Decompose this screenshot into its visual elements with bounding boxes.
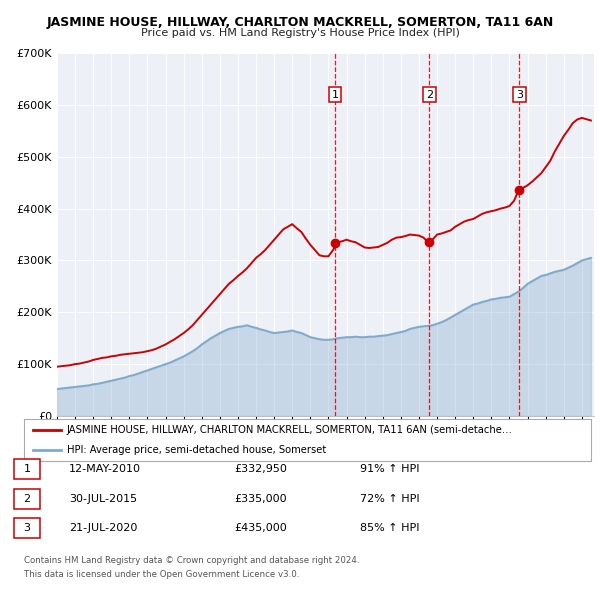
Text: 2: 2 [23,494,31,503]
Text: 3: 3 [516,90,523,100]
Text: 91% ↑ HPI: 91% ↑ HPI [360,464,419,474]
Text: Contains HM Land Registry data © Crown copyright and database right 2024.: Contains HM Land Registry data © Crown c… [24,556,359,565]
Text: 12-MAY-2010: 12-MAY-2010 [69,464,141,474]
Text: £335,000: £335,000 [234,494,287,503]
Text: JASMINE HOUSE, HILLWAY, CHARLTON MACKRELL, SOMERTON, TA11 6AN: JASMINE HOUSE, HILLWAY, CHARLTON MACKREL… [46,16,554,29]
Text: 3: 3 [23,523,31,533]
Text: £435,000: £435,000 [234,523,287,533]
Text: 1: 1 [332,90,338,100]
Text: HPI: Average price, semi-detached house, Somerset: HPI: Average price, semi-detached house,… [67,445,326,455]
Text: 2: 2 [426,90,433,100]
Text: This data is licensed under the Open Government Licence v3.0.: This data is licensed under the Open Gov… [24,571,299,579]
Text: JASMINE HOUSE, HILLWAY, CHARLTON MACKRELL, SOMERTON, TA11 6AN (semi-detache…: JASMINE HOUSE, HILLWAY, CHARLTON MACKREL… [67,425,512,435]
Text: 21-JUL-2020: 21-JUL-2020 [69,523,137,533]
Text: 1: 1 [23,464,31,474]
Text: 30-JUL-2015: 30-JUL-2015 [69,494,137,503]
Text: 85% ↑ HPI: 85% ↑ HPI [360,523,419,533]
Text: 72% ↑ HPI: 72% ↑ HPI [360,494,419,503]
Text: Price paid vs. HM Land Registry's House Price Index (HPI): Price paid vs. HM Land Registry's House … [140,28,460,38]
Text: £332,950: £332,950 [234,464,287,474]
